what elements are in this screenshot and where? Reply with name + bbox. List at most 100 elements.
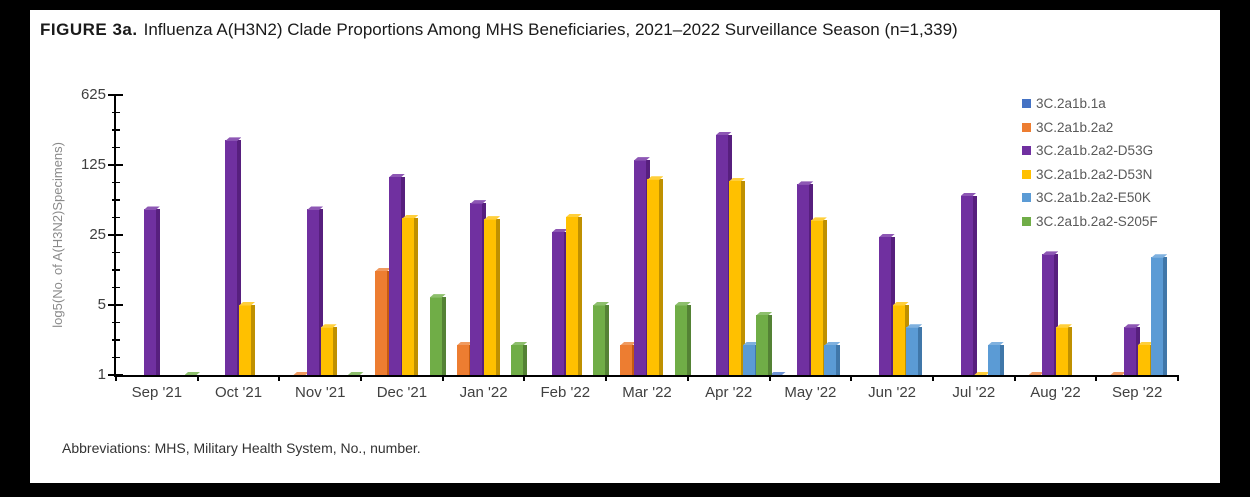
- bar-3c-2a1b-2a2-d53g-3: [307, 205, 324, 375]
- bar-3c-2a1b-2a2-s205f-4: [429, 293, 446, 375]
- legend-item-3c-2a1b-2a2-s205f: 3C.2a1b.2a2-S205F: [1022, 210, 1158, 234]
- y-tick-label: 5: [97, 296, 106, 313]
- bar-side-face: [523, 344, 528, 375]
- x-axis-tick: [768, 375, 771, 381]
- bar-top-face: [484, 216, 501, 220]
- bar-top-face: [565, 213, 582, 218]
- bar-3c-2a1b-2a2-d53n-4: [402, 213, 419, 375]
- bar-top-face: [1137, 341, 1154, 346]
- bar-front-face: [892, 305, 905, 375]
- y-tick-label: 25: [89, 226, 106, 243]
- y-axis-major-tick: [108, 94, 123, 96]
- y-axis-minor-tick: [112, 181, 120, 184]
- bar-side-face: [1163, 257, 1168, 375]
- bar-top-face: [633, 157, 650, 161]
- bar-3c-2a1b-2a2-d53n-2: [239, 301, 256, 375]
- legend-label: 3C.2a1b.2a2-D53N: [1036, 166, 1153, 182]
- bar-3c-2a1b-2a2-s205f-6: [593, 301, 610, 375]
- bar-top-face: [388, 173, 405, 178]
- legend-item-3c-2a1b-2a2-d53n: 3C.2a1b.2a2-D53N: [1022, 163, 1158, 187]
- y-tick-label: 625: [80, 86, 106, 103]
- bar-3c-2a1b-2a2-d53g-12: [1042, 250, 1059, 375]
- x-tick-label: Dec '21: [376, 384, 428, 401]
- figure-title: FIGURE 3a. Influenza A(H3N2) Clade Propor…: [40, 20, 958, 40]
- bar-top-face: [892, 302, 909, 306]
- bar-3c-2a1b-2a2-3: [293, 371, 310, 375]
- x-axis-tick: [686, 375, 689, 381]
- bar-front-face: [620, 344, 633, 375]
- x-tick-label: Jul '22: [952, 384, 996, 401]
- legend-swatch-icon: [1022, 216, 1031, 226]
- bar-3c-2a1b-2a2-s205f-3: [347, 371, 364, 375]
- bar-top-face: [987, 341, 1004, 346]
- bar-group-sep22: [1096, 95, 1178, 375]
- bar-3c-2a1b-2a2-d53n-11: [974, 371, 991, 375]
- bar-top-face: [593, 302, 610, 306]
- figure-number: FIGURE 3a.: [40, 20, 138, 39]
- legend-label: 3C.2a1b.2a2-D53G: [1036, 143, 1154, 159]
- bar-side-face: [741, 180, 746, 375]
- y-axis-major-tick: [108, 164, 123, 166]
- y-axis-minor-tick: [112, 111, 120, 114]
- bar-side-face: [319, 209, 324, 375]
- bar-top-face: [824, 341, 841, 346]
- figure-panel: FIGURE 3a. Influenza A(H3N2) Clade Propor…: [30, 10, 1220, 483]
- bar-3c-2a1b-2a2-d53n-3: [320, 323, 337, 375]
- bar-front-face: [878, 236, 891, 375]
- y-tick-label: 125: [80, 156, 106, 173]
- x-axis-tick: [1177, 375, 1179, 381]
- bar-3c-2a1b-2a2-d53n-6: [565, 212, 582, 375]
- legend-label: 3C.2a1b.2a2-S205F: [1036, 213, 1158, 229]
- bar-top-face: [620, 341, 637, 346]
- x-axis-tick: [1095, 375, 1098, 381]
- bar-front-face: [1055, 327, 1068, 375]
- bar-front-face: [1137, 344, 1150, 375]
- bar-front-face: [307, 209, 320, 375]
- legend-label: 3C.2a1b.2a2-E50K: [1036, 190, 1151, 206]
- y-axis-minor-tick: [112, 251, 120, 254]
- bar-side-face: [577, 216, 582, 375]
- bar-3c-2a1b-2a2-s205f-7: [674, 301, 691, 375]
- bar-top-face: [1124, 324, 1141, 328]
- bar-front-face: [565, 216, 578, 375]
- y-axis-minor-tick: [112, 286, 120, 289]
- bar-side-face: [605, 305, 610, 375]
- bar-top-face: [470, 200, 487, 204]
- bar-top-face: [456, 341, 473, 346]
- y-axis-major-tick: [108, 234, 123, 236]
- bar-front-face: [320, 327, 333, 375]
- bar-3c-2a1b-1a-9: [770, 371, 787, 375]
- bar-side-face: [836, 344, 841, 375]
- bar-side-face: [686, 305, 691, 375]
- abbreviations-note: Abbreviations: MHS, Military Health Syst…: [62, 440, 421, 456]
- bar-front-face: [456, 344, 469, 375]
- bar-top-face: [797, 181, 814, 185]
- legend-item-3c-2a1b-2a2: 3C.2a1b.2a2: [1022, 116, 1158, 140]
- x-axis-tick: [196, 375, 199, 381]
- bar-3c-2a1b-2a2-d53g-1: [143, 205, 160, 375]
- bar-front-face: [824, 344, 837, 375]
- bar-group-nov21: [279, 95, 364, 375]
- bar-group-may22: [770, 95, 852, 375]
- bar-front-face: [1042, 254, 1055, 375]
- bar-top-face: [878, 233, 895, 238]
- bar-3c-2a1b-2a2-12: [1028, 371, 1045, 375]
- bar-3c-2a1b-2a2-e50k-13: [1151, 253, 1168, 375]
- plot-area: [108, 94, 1179, 381]
- bar-front-face: [552, 231, 565, 375]
- x-axis-tick: [1013, 375, 1016, 381]
- bar-side-face: [768, 314, 773, 375]
- bar-front-face: [715, 134, 728, 375]
- bar-top-face: [307, 206, 324, 210]
- bar-front-face: [960, 195, 973, 375]
- legend-label: 3C.2a1b.1a: [1036, 96, 1106, 112]
- bar-front-face: [1124, 327, 1137, 375]
- x-axis-tick: [850, 375, 853, 381]
- y-axis-major-tick: [108, 304, 123, 306]
- bar-side-face: [822, 220, 827, 375]
- bar-3c-2a1b-2a2-e50k-10: [906, 323, 923, 375]
- bar-side-face: [496, 219, 501, 375]
- x-tick-label: May '22: [784, 384, 837, 401]
- bar-3c-2a1b-2a2-13: [1110, 371, 1127, 375]
